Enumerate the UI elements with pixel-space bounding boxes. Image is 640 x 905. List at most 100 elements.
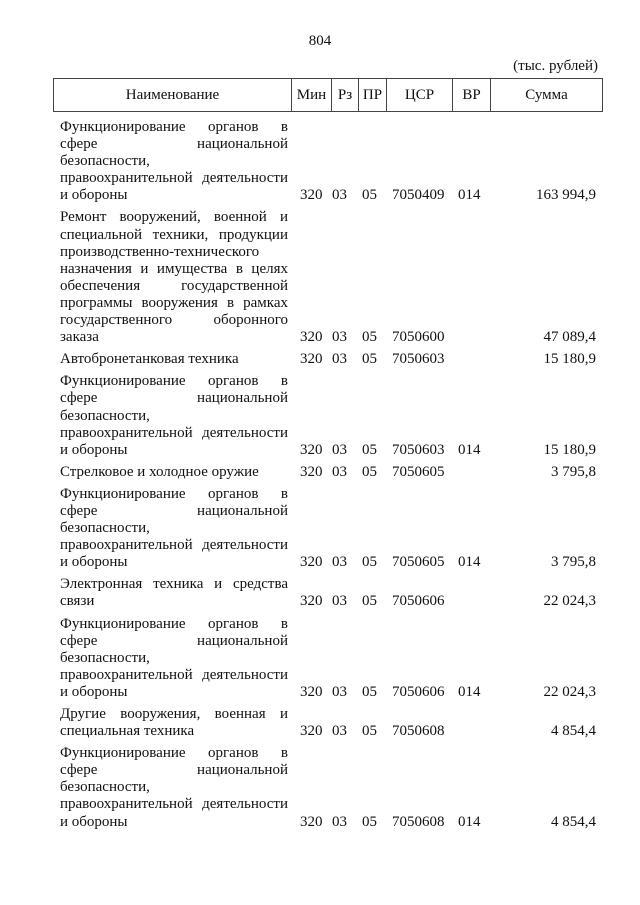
cell-sum: 163 994,9 (536, 187, 596, 204)
row-name-line: правоохранительной деятельности (60, 796, 288, 813)
row-name: Функционирование органов в сфере национал… (60, 119, 288, 204)
cell-csr: 7050606 (392, 683, 445, 700)
cell-sum: 15 180,9 (543, 441, 597, 458)
cell-rz: 03 (332, 351, 347, 368)
row-name-line: правоохранительной деятельности (60, 666, 288, 683)
row-name-line: и обороны (60, 187, 128, 204)
row-name-line: сфере национальной (60, 136, 288, 153)
table-row: Функционирование органов в сфере национал… (60, 745, 600, 830)
row-name: Функционирование органов в сфере национал… (60, 616, 288, 701)
table-header: Наименование Мин Рз ПР ЦСР ВР Сумма (53, 78, 603, 112)
cell-sum: 22 024,3 (543, 593, 597, 610)
row-name: Функционирование органов в сфере национал… (60, 745, 288, 830)
row-name-line: государственного оборонного (60, 312, 288, 329)
cell-pr: 05 (362, 813, 377, 830)
cell-min: 320 (300, 441, 323, 458)
table-row: Функционирование органов в сфере национал… (60, 373, 600, 458)
cell-csr: 7050409 (392, 187, 445, 204)
row-name-line: Функционирование органов в (60, 615, 288, 632)
row-name-line: программы вооружения в рамках (60, 294, 288, 311)
row-name: Функционирование органов в сфере национал… (60, 373, 288, 458)
cell-csr: 7050603 (392, 351, 445, 368)
row-name: Электронная техника и средства связи (60, 576, 288, 610)
row-name-line: правоохранительной деятельности (60, 170, 288, 187)
row-name: Ремонт вооружений, военной и специальной … (60, 209, 288, 346)
cell-rz: 03 (332, 683, 347, 700)
cell-sum: 47 089,4 (543, 329, 597, 346)
table-row: Функционирование органов в сфере национал… (60, 119, 600, 204)
cell-rz: 03 (332, 554, 347, 571)
row-name-line: Другие вооружения, военная и (60, 706, 288, 722)
cell-min: 320 (300, 723, 323, 740)
row-name-line: Функционирование органов в (60, 119, 288, 135)
cell-pr: 05 (362, 351, 377, 368)
cell-csr: 7050605 (392, 554, 445, 571)
cell-vr: 014 (458, 813, 481, 830)
cell-rz: 03 (332, 187, 347, 204)
cell-sum: 4 854,4 (551, 723, 596, 740)
cell-sum: 3 795,8 (551, 554, 596, 571)
row-name-line: безопасности, (60, 520, 150, 537)
table-row: Функционирование органов в сфере национал… (60, 486, 600, 571)
cell-sum: 15 180,9 (543, 351, 597, 368)
row-name-line: Функционирование органов в (60, 745, 288, 762)
cell-min: 320 (300, 593, 323, 610)
cell-vr: 014 (458, 554, 481, 571)
cell-min: 320 (300, 463, 323, 480)
table-row: Стрелковое и холодное оружие 320 03 05 70506… (60, 464, 600, 481)
row-name-line: Функционирование органов в (60, 373, 288, 390)
row-name-line: специальной техники, продукции (60, 226, 288, 243)
table-row: Функционирование органов в сфере национал… (60, 616, 600, 701)
row-name-line: и обороны (60, 441, 128, 458)
row-name-line: и обороны (60, 554, 128, 571)
unit-label: (тыс. рублей) (513, 58, 598, 74)
cell-min: 320 (300, 554, 323, 571)
table-row: Ремонт вооружений, военной и специальной … (60, 209, 600, 346)
row-name-line: сфере национальной (60, 390, 288, 407)
header-name: Наименование (54, 79, 292, 111)
row-name-line: безопасности, (60, 649, 150, 666)
page-number: 804 (308, 33, 332, 49)
row-name-line: Ремонт вооружений, военной и (60, 209, 288, 226)
cell-csr: 7050608 (392, 813, 445, 830)
row-name-line: заказа (60, 329, 99, 346)
row-name-line: назначения и имущества в целях (60, 260, 288, 277)
row-name-line: Автобронетанковая техника (60, 351, 239, 368)
row-name-line: правоохранительной деятельности (60, 537, 288, 554)
cell-pr: 05 (362, 441, 377, 458)
cell-min: 320 (300, 351, 323, 368)
table-body: Функционирование органов в сфере национал… (60, 119, 600, 836)
table-row: Другие вооружения, военная и специальная … (60, 706, 600, 740)
row-name-line: безопасности, (60, 153, 150, 170)
cell-csr: 7050605 (392, 463, 445, 480)
cell-rz: 03 (332, 593, 347, 610)
row-name-line: связи (60, 593, 95, 610)
row-name-line: производственно-технического (60, 243, 260, 260)
row-name-line: Функционирование органов в (60, 485, 288, 502)
header-vr: ВР (453, 79, 491, 111)
row-name-line: и обороны (60, 683, 128, 700)
cell-pr: 05 (362, 554, 377, 571)
row-name-line: Стрелковое и холодное оружие (60, 463, 259, 480)
cell-min: 320 (300, 187, 323, 204)
row-name: Автобронетанковая техника (60, 351, 288, 368)
row-name-line: правоохранительной деятельности (60, 424, 288, 441)
cell-rz: 03 (332, 441, 347, 458)
row-name-line: обеспечения государственной (60, 277, 288, 294)
cell-rz: 03 (332, 463, 347, 480)
table-row: Автобронетанковая техника 320 03 05 7050603 1… (60, 351, 600, 368)
row-name-line: сфере национальной (60, 632, 288, 649)
table-row: Электронная техника и средства связи 320 03… (60, 576, 600, 610)
cell-pr: 05 (362, 463, 377, 480)
header-pr: ПР (359, 79, 387, 111)
cell-pr: 05 (362, 683, 377, 700)
row-name-line: и обороны (60, 813, 128, 830)
cell-rz: 03 (332, 723, 347, 740)
cell-min: 320 (300, 813, 323, 830)
row-name-line: сфере национальной (60, 502, 288, 519)
cell-sum: 3 795,8 (551, 463, 596, 480)
cell-pr: 05 (362, 723, 377, 740)
cell-sum: 22 024,3 (543, 683, 597, 700)
header-csr: ЦСР (387, 79, 453, 111)
